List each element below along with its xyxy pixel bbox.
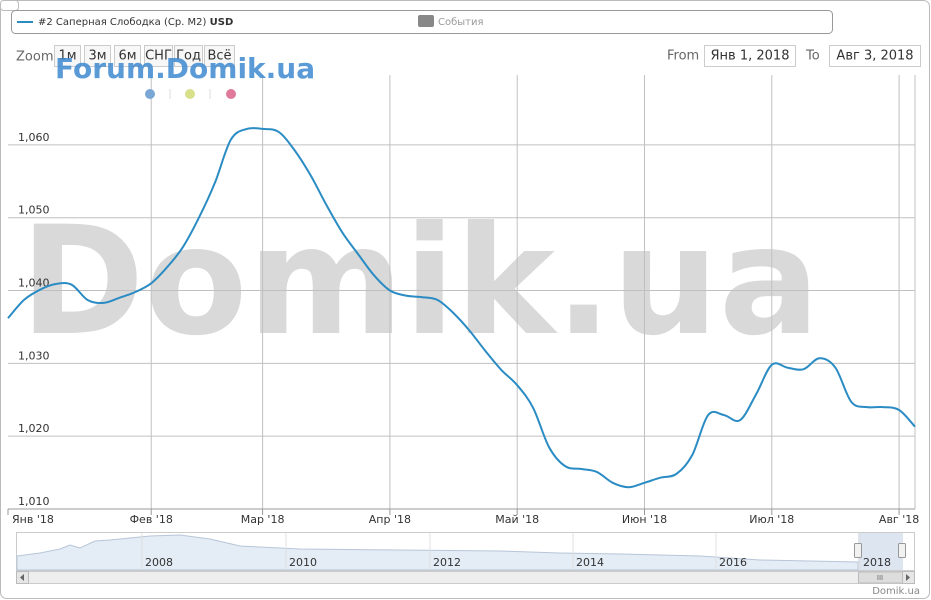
zoom-button-label: Год [176, 49, 201, 64]
legend-item[interactable]: #2 Саперная Слободка (Ср. М2) USD [38, 17, 233, 28]
zoom-label: Zoom [16, 50, 53, 65]
credits[interactable]: Domik.ua [872, 586, 920, 597]
thumb-grip: III [877, 574, 883, 582]
x-tick-label: Июн '18 [622, 513, 667, 526]
x-tick-label: Май '18 [495, 513, 539, 526]
scrollbar[interactable] [16, 571, 915, 584]
zoom-button[interactable] [204, 45, 235, 67]
zoom-button[interactable] [174, 45, 203, 67]
navigator-label: 2016 [719, 556, 747, 569]
y-tick-label: 1,040 [18, 277, 50, 290]
x-tick-label: Фев '18 [130, 513, 173, 526]
zoom-button[interactable] [54, 45, 81, 67]
zoom-button-label: 6м [118, 49, 136, 64]
zoom-button[interactable] [114, 45, 141, 67]
to-date: Авг 3, 2018 [836, 49, 913, 64]
x-tick-label: Апр '18 [369, 513, 411, 526]
x-tick-label: Янв '18 [12, 513, 54, 526]
navigator-handle[interactable] [898, 543, 906, 558]
dot [145, 89, 155, 99]
from-input[interactable] [704, 45, 796, 67]
legend-name: #2 Саперная Слободка (Ср. М2) [38, 17, 207, 28]
y-tick-label: 1,020 [18, 422, 50, 435]
navigator-series [16, 534, 859, 571]
zoom-button-label: Всё [207, 49, 231, 64]
navigator-label: 2012 [433, 556, 461, 569]
navigator-label: 2010 [289, 556, 317, 569]
line-series [7, 126, 916, 489]
from-date: Янв 1, 2018 [711, 49, 790, 64]
y-tick-label: 1,050 [18, 204, 50, 217]
navigator-label: 2018 [863, 556, 891, 569]
arrow [906, 574, 910, 581]
events-legend[interactable]: События [438, 17, 484, 28]
x-tick-label: Мар '18 [241, 513, 285, 526]
corner-tab [0, 0, 19, 11]
y-tick-label: 1,030 [18, 349, 50, 362]
navigator-handle[interactable] [854, 543, 862, 558]
dot [226, 89, 236, 99]
navigator-label: 2014 [576, 556, 604, 569]
zoom-button[interactable] [144, 45, 173, 67]
watermark: Domik.ua [20, 195, 820, 369]
zoom-button-label: СНГ [145, 49, 172, 64]
navigator-label: 2008 [145, 556, 173, 569]
legend-unit: USD [210, 17, 234, 28]
y-tick-label: 1,060 [18, 131, 50, 144]
zoom-button[interactable] [84, 45, 111, 67]
arrow [20, 574, 24, 581]
watermark-small: Forum.Domik.ua [55, 52, 315, 85]
dot [185, 89, 195, 99]
to-input[interactable] [829, 45, 921, 67]
x-tick-label: Июл '18 [749, 513, 794, 526]
events-symbol [418, 15, 434, 27]
navigator-mask [858, 533, 903, 570]
to-label: To [805, 49, 820, 64]
zoom-button-label: 3м [88, 49, 106, 64]
x-tick-label: Авг '18 [879, 513, 919, 526]
y-tick-label: 1,010 [18, 495, 50, 508]
from-label: From [667, 49, 699, 64]
zoom-button-label: 1м [58, 49, 76, 64]
